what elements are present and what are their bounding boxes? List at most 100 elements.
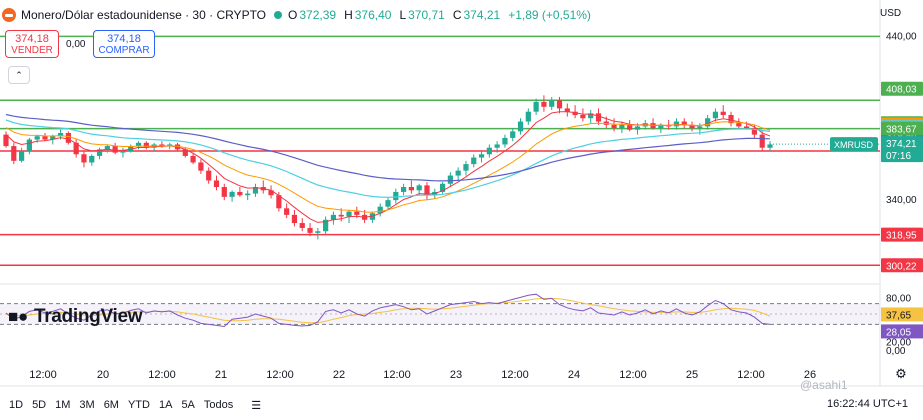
last-price-label: 374,21 [886,139,917,150]
candle-body-9 [73,142,79,155]
candle-body-2 [18,151,25,161]
rsi-tick-2: 0,00 [886,346,906,357]
time-tick-12: 12:00 [737,369,765,381]
range-button-1d[interactable]: 1D [9,399,24,411]
candle-body-68 [533,101,539,112]
range-button-5a[interactable]: 5A [181,399,195,411]
time-tick-10: 12:00 [619,369,647,381]
candle-body-12 [96,149,103,156]
rsi-ma-label: 37,65 [886,310,911,321]
candle-body-29 [229,191,235,197]
candle-body-65 [510,131,516,138]
candle-body-66 [517,121,524,132]
range-button-todos[interactable]: Todos [203,399,234,411]
candle-body-23 [182,149,188,156]
buy-button[interactable]: 374,18 COMPRAR [93,30,155,58]
level-label-2: 383,67 [886,125,917,136]
level-label-4-bg [881,227,923,242]
candle-body-81 [634,126,641,130]
range-button-3m[interactable]: 3M [79,399,95,411]
candle-body-13 [104,146,110,150]
rsi-ma-label-bg [881,307,923,322]
candle-body-27 [213,180,220,188]
candle-body-75 [588,113,594,119]
symbol-tag-bg [830,137,878,152]
candle-body-32 [252,187,259,194]
time-tick-7: 23 [450,369,462,381]
rsi-ma-line [5,297,771,324]
candle-body-28 [221,187,227,197]
candle-body-70 [549,100,555,107]
candle-body-5 [42,136,48,140]
time-tick-0: 12:00 [29,369,57,381]
candle-body-24 [190,155,196,163]
rsi-tick-0: 80,00 [886,293,911,304]
candle-body-50 [393,191,399,201]
candle-body-97 [759,134,765,148]
time-tick-3: 21 [215,369,227,381]
level-label-5-bg [881,258,923,273]
time-tick-13: 26 [804,369,816,381]
currency-label[interactable]: USD [880,8,902,19]
candle-body-37 [291,214,298,224]
candle-body-87 [681,121,687,125]
candle-body-95 [744,126,750,129]
ohlc-value-2: 370,71 [408,8,445,22]
range-button-1a[interactable]: 1A [158,399,173,411]
candle-body-92 [720,111,726,115]
range-button-6m[interactable]: 6M [103,399,119,411]
candle-body-45 [354,211,360,215]
collapse-legend-icon[interactable]: ⌃ [8,66,30,84]
level-label-2-bg [881,121,923,136]
candle-body-93 [728,114,734,124]
candle-body-73 [572,111,578,115]
ohlc-key-0: O [288,8,298,22]
ohlc-values: O 372,39 H 376,40 L 370,71 C 374,21 +1,89 (+0,51… [288,8,597,22]
candle-body-88 [689,124,695,129]
candle-body-6 [50,136,56,140]
candle-body-57 [447,175,453,184]
range-button-ytd[interactable]: YTD [127,399,150,411]
market-open-icon [274,11,283,19]
candle-body-89 [697,126,703,129]
candle-body-35 [276,195,282,209]
candle-body-10 [81,154,87,163]
clock[interactable]: 16:22:44 UTC+1 [827,398,909,410]
candle-body-90 [705,118,711,127]
candle-body-41 [323,219,329,232]
sell-button[interactable]: 374,18 VENDER [5,30,59,58]
range-button-5d[interactable]: 5D [32,399,47,411]
candle-body-21 [167,144,173,147]
tradingview-logo-text: TradingView [33,306,143,327]
candle-body-64 [502,137,508,145]
level-label-5: 300,22 [886,261,917,272]
ohlc-key-1: H [344,8,353,22]
candle-body-40 [315,231,321,233]
candle-body-84 [658,124,664,129]
candle-body-76 [595,113,602,122]
monero-logo-icon [2,8,16,22]
candle-body-67 [525,111,531,122]
calendar-icon[interactable]: ☰ [251,399,262,412]
candle-body-58 [455,170,461,176]
candle-body-49 [385,200,391,207]
range-button-1m[interactable]: 1M [55,399,71,411]
candle-body-63 [494,144,500,148]
time-tick-11: 25 [686,369,698,381]
ma-mid-line [5,121,771,213]
symbol-tag: XMRUSD [834,140,874,150]
candle-body-43 [338,214,344,217]
candle-body-30 [237,191,243,196]
candle-body-53 [416,185,422,191]
candle-body-42 [330,214,337,220]
time-tick-8: 12:00 [501,369,529,381]
countdown-label: 07:16 [886,151,911,162]
time-tick-9: 24 [568,369,580,381]
candle-body-61 [478,154,485,158]
settings-icon[interactable]: ⚙ [895,366,907,381]
candle-body-96 [751,128,758,135]
symbol-title[interactable]: Monero/Dólar estadounidense · 30 · CRYPT… [21,8,267,22]
candle-body-94 [736,123,742,127]
level-label-4: 318,95 [886,231,917,242]
